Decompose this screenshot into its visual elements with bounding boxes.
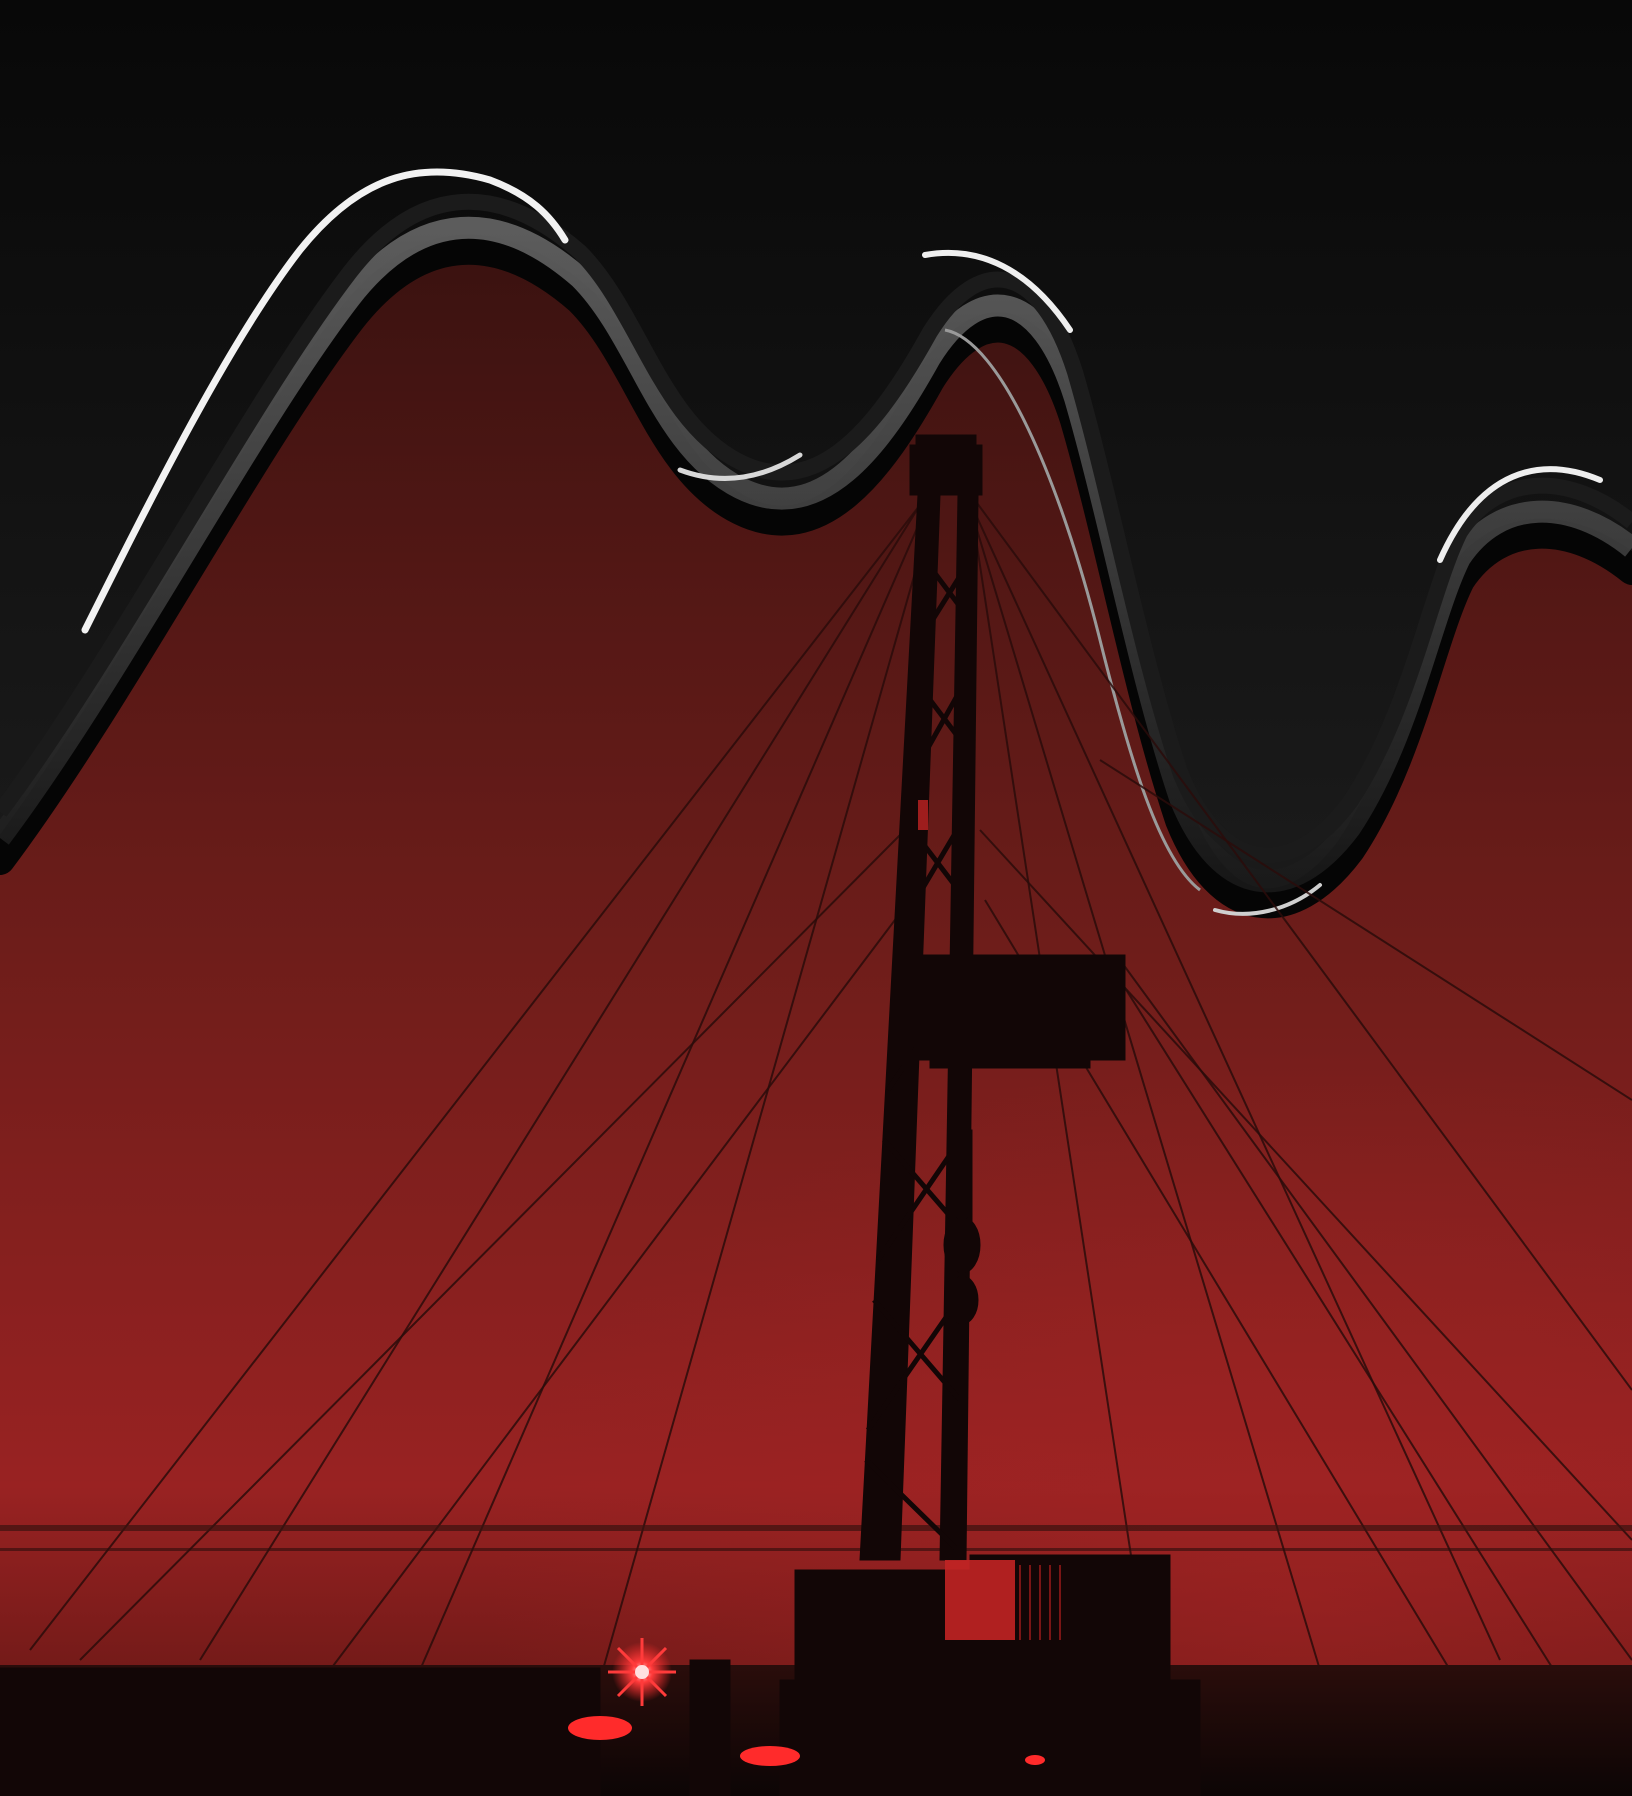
ground-lamp-icon — [1025, 1755, 1045, 1765]
mast-light — [918, 800, 928, 830]
derrick-icon — [0, 434, 1201, 1796]
wave-ribbon-icon — [0, 168, 1632, 919]
horizon-line — [0, 1525, 1632, 1531]
horizon-line-lower — [0, 1548, 1632, 1551]
building-slats — [1019, 1565, 1061, 1640]
ground-lamp-icon — [568, 1716, 632, 1740]
starburst-light-icon — [608, 1638, 676, 1706]
lit-building — [945, 1560, 1015, 1640]
guy-wires-icon — [29, 479, 1632, 1681]
ground-lamp-icon — [740, 1746, 800, 1766]
